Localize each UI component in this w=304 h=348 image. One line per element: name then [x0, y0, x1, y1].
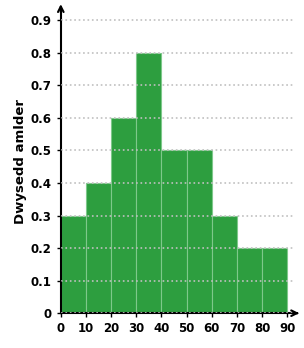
Bar: [111, 118, 136, 313]
Bar: [61, 215, 86, 313]
Bar: [187, 150, 212, 313]
Bar: [86, 183, 111, 313]
Text: x: x: [303, 317, 304, 330]
Y-axis label: Dwysedd amlder: Dwysedd amlder: [14, 99, 27, 224]
Bar: [136, 53, 161, 313]
Bar: [237, 248, 262, 313]
Bar: [161, 150, 187, 313]
Bar: [212, 215, 237, 313]
Bar: [262, 248, 287, 313]
